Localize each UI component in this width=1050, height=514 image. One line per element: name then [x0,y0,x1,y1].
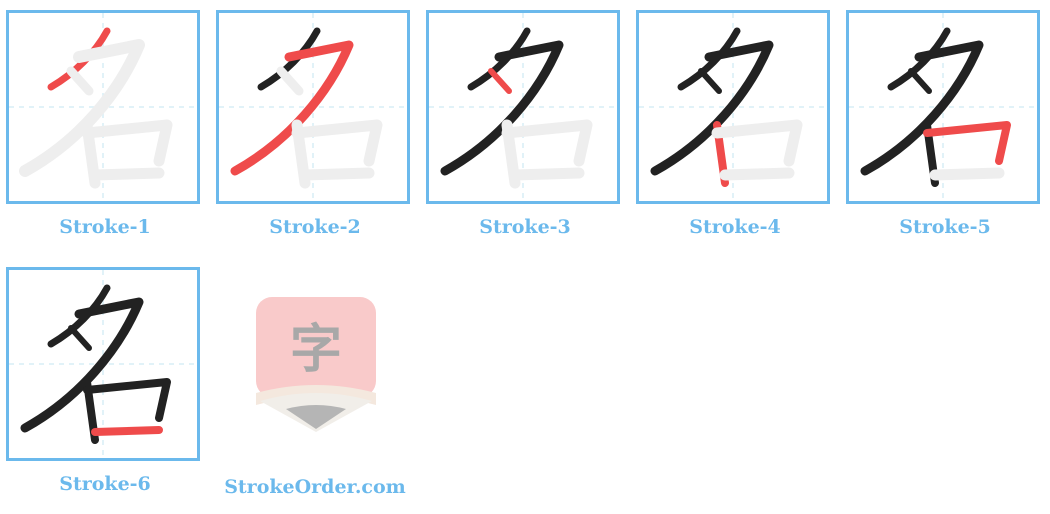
stroke-frame [216,10,410,204]
ghost-stroke [719,167,795,181]
completed-stroke [440,40,564,176]
completed-stroke [20,297,144,433]
completed-stroke [68,325,92,351]
stroke-diagram [639,13,827,201]
stroke-diagram [849,13,1037,201]
brand-logo-icon: 字 [256,297,376,432]
ghost-stroke [509,167,585,181]
ghost-stroke [711,119,803,167]
current-stroke [923,121,1011,165]
stroke-frame [6,267,200,461]
brand-block[interactable]: 字 StrokeOrder.com [210,257,420,514]
stroke-frame [6,10,200,204]
ghost-stroke [501,119,593,167]
completed-stroke [677,27,741,91]
stroke-step: Stroke-6 [0,257,210,514]
stroke-frame [636,10,830,204]
step-label: Stroke-3 [479,216,571,238]
stroke-diagram [9,270,197,458]
brand-logo-glyph: 字 [290,319,342,380]
ghost-stroke [81,119,173,167]
completed-stroke [47,284,111,348]
step-label: Stroke-5 [899,216,991,238]
step-label: Stroke-4 [689,216,781,238]
stroke-step: Stroke-4 [630,0,840,257]
current-stroke [91,426,163,436]
stroke-diagram [219,13,407,201]
completed-stroke [83,378,171,422]
stroke-step: Stroke-2 [210,0,420,257]
stroke-step: Stroke-5 [840,0,1050,257]
completed-stroke [650,40,774,176]
ghost-stroke [89,167,165,181]
ghost-stroke [66,66,94,96]
stroke-frame [846,10,1040,204]
completed-stroke [698,68,722,94]
stroke-frame [426,10,620,204]
stroke-step: Stroke-1 [0,0,210,257]
ghost-stroke [299,167,375,181]
ghost-stroke [19,39,145,177]
stroke-diagram [429,13,617,201]
ghost-stroke [929,167,1005,181]
completed-stroke [467,27,531,91]
step-label: Stroke-1 [59,216,151,238]
brand-link[interactable]: StrokeOrder.com [224,476,406,498]
current-stroke [230,40,354,176]
stroke-diagram [9,13,197,201]
completed-stroke [257,27,321,91]
completed-stroke [908,68,932,94]
stroke-step: Stroke-3 [420,0,630,257]
current-stroke [488,68,512,94]
completed-stroke [887,27,951,91]
ghost-stroke [276,66,304,96]
completed-stroke [860,40,984,176]
step-label: Stroke-6 [59,473,151,495]
ghost-stroke [291,119,383,167]
step-label: Stroke-2 [269,216,361,238]
